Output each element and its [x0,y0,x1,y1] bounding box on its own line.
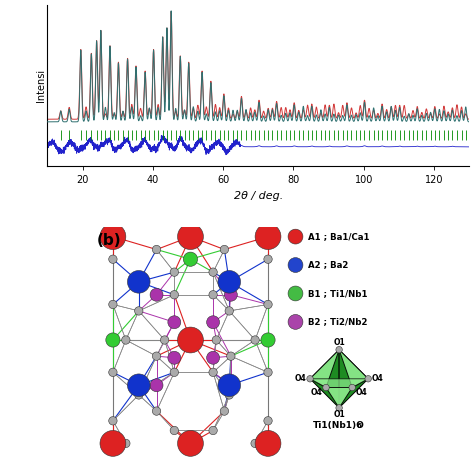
Text: B2 ; Ti2/Nb2: B2 ; Ti2/Nb2 [308,318,367,327]
Circle shape [178,327,203,353]
Circle shape [224,379,237,392]
Circle shape [288,257,303,273]
Circle shape [178,224,203,249]
Circle shape [261,333,275,347]
Text: A2 ; Ba2: A2 ; Ba2 [308,261,348,270]
Circle shape [207,316,219,328]
Circle shape [207,351,219,364]
Circle shape [264,368,272,376]
Circle shape [135,307,143,315]
Circle shape [218,374,241,397]
Circle shape [170,368,179,376]
Circle shape [227,352,235,360]
Circle shape [170,426,179,435]
Circle shape [209,426,217,435]
Circle shape [109,417,117,425]
Circle shape [122,439,130,447]
Circle shape [336,405,342,411]
Circle shape [152,407,161,415]
Polygon shape [339,350,368,408]
Polygon shape [310,350,339,388]
Circle shape [224,288,237,301]
Circle shape [212,336,220,344]
Circle shape [109,255,117,264]
Circle shape [288,229,303,244]
Circle shape [365,375,372,382]
Text: 6: 6 [357,423,362,428]
Circle shape [218,271,241,293]
Circle shape [288,286,303,301]
Circle shape [128,271,150,293]
Circle shape [106,333,120,347]
Circle shape [349,384,356,391]
Circle shape [209,268,217,276]
Circle shape [336,346,342,353]
Circle shape [152,246,161,254]
Circle shape [109,368,117,376]
Circle shape [160,336,169,344]
Circle shape [255,430,281,456]
Circle shape [225,391,234,399]
Circle shape [220,246,228,254]
Circle shape [288,314,303,329]
Circle shape [209,368,217,376]
Circle shape [255,224,281,249]
Text: A1 ; Ba1/Ca1: A1 ; Ba1/Ca1 [308,232,369,241]
Circle shape [178,430,203,456]
Circle shape [323,384,329,391]
Circle shape [251,439,259,447]
Circle shape [307,375,313,382]
Text: O4: O4 [295,374,307,383]
Text: O4: O4 [356,388,367,397]
Circle shape [220,407,228,415]
Polygon shape [339,350,368,388]
Text: B1 ; Ti1/Nb1: B1 ; Ti1/Nb1 [308,289,367,298]
Circle shape [209,291,217,299]
Circle shape [225,307,234,315]
Text: O4: O4 [311,388,323,397]
Circle shape [170,268,179,276]
Text: O1: O1 [333,338,345,347]
Circle shape [168,316,181,328]
Circle shape [168,351,181,364]
Circle shape [150,288,163,301]
X-axis label: 2θ / deg.: 2θ / deg. [234,191,283,201]
Circle shape [122,336,130,344]
Circle shape [264,417,272,425]
Circle shape [251,336,259,344]
Polygon shape [310,350,339,408]
Circle shape [100,430,126,456]
Circle shape [183,252,198,266]
Text: (b): (b) [97,233,121,248]
Circle shape [100,224,126,249]
Polygon shape [310,379,368,388]
Circle shape [264,255,272,264]
Circle shape [152,352,161,360]
Text: Ti1(Nb1)O: Ti1(Nb1)O [313,421,365,430]
Circle shape [109,300,117,309]
Circle shape [150,379,163,392]
Circle shape [135,391,143,399]
Y-axis label: Intensi: Intensi [36,69,46,102]
Text: O1: O1 [333,410,345,419]
Polygon shape [326,388,352,408]
Circle shape [128,374,150,397]
Circle shape [170,291,179,299]
Text: O4: O4 [371,374,383,383]
Circle shape [264,300,272,309]
